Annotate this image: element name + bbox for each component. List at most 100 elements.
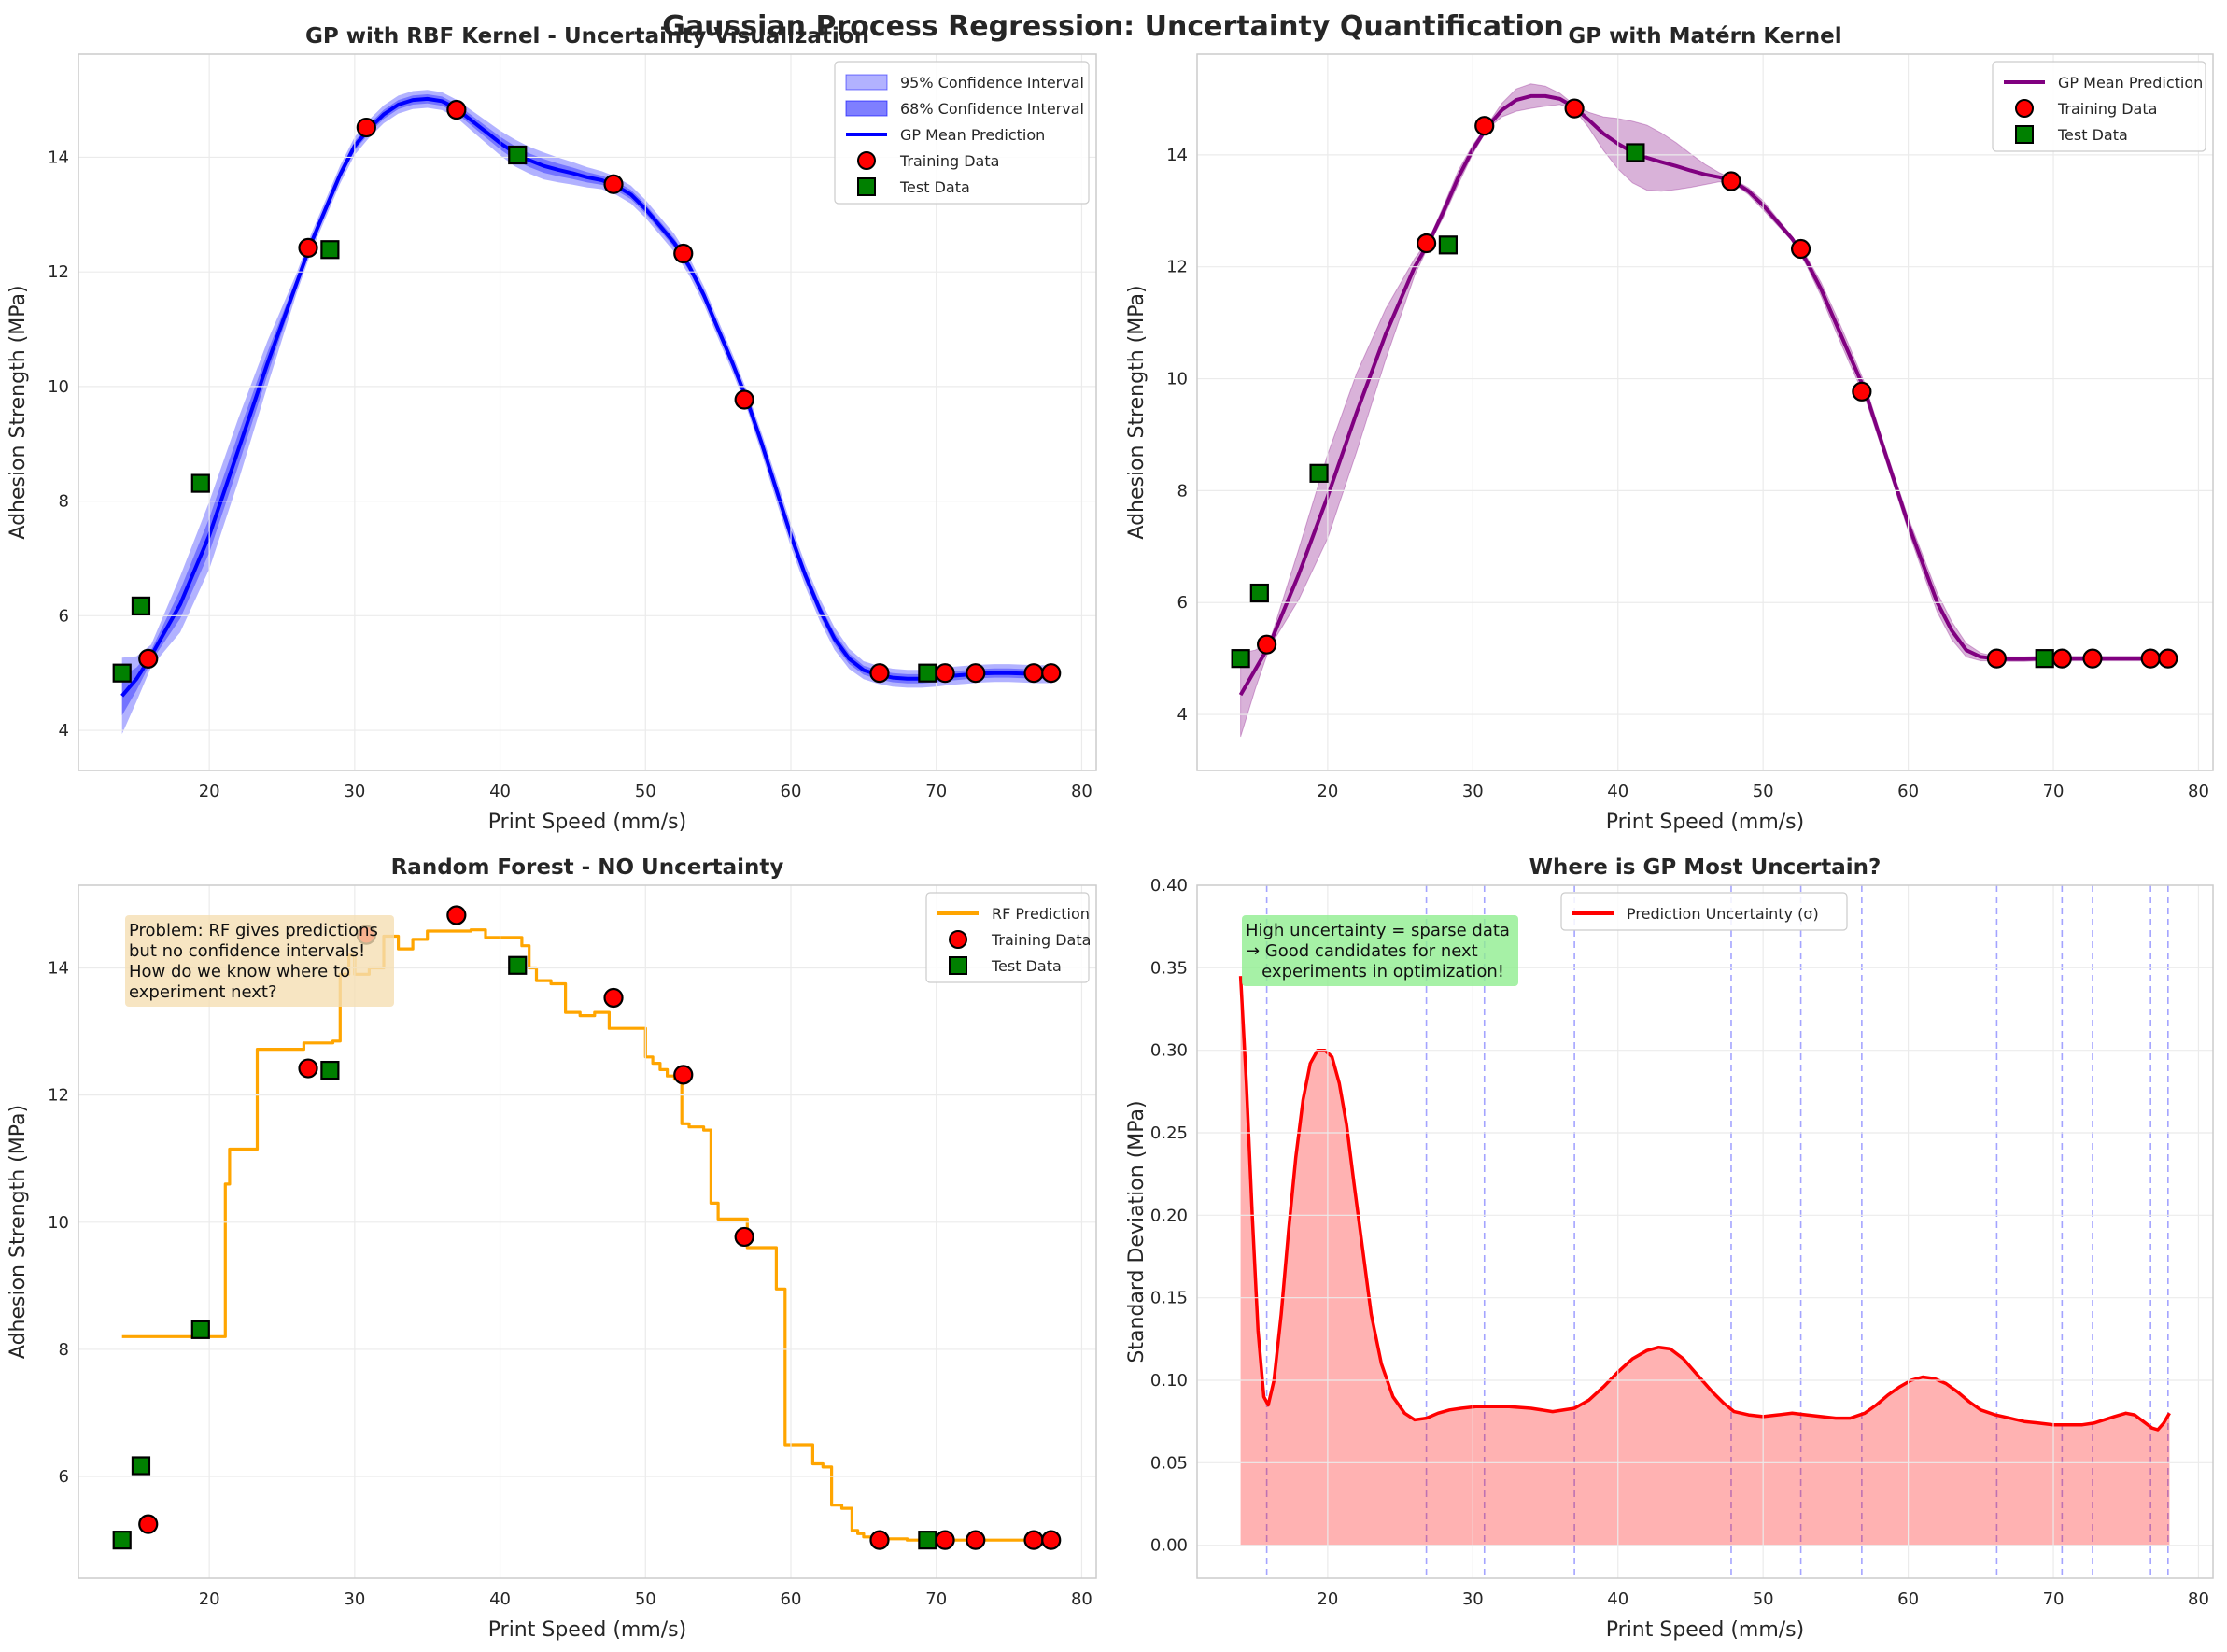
training-point xyxy=(1474,116,1495,136)
ci-95-band xyxy=(121,90,1053,735)
legend-label: Prediction Uncertainty (σ) xyxy=(1627,905,1819,923)
legend-label: Test Data xyxy=(899,178,970,196)
test-point xyxy=(508,955,528,975)
legend: Prediction Uncertainty (σ) xyxy=(1560,892,1848,931)
annotation-line: → Good candidates for next xyxy=(1246,941,1478,961)
y-tick-label: 14 xyxy=(48,958,69,978)
training-point xyxy=(673,243,694,264)
y-tick-label: 10 xyxy=(48,377,69,397)
y-tick-label: 0.25 xyxy=(1150,1123,1188,1143)
series-line xyxy=(1238,93,2170,697)
x-tick-label: 40 xyxy=(489,1589,511,1609)
subplot-title: Random Forest - NO Uncertainty xyxy=(391,855,784,880)
training-point xyxy=(446,99,467,120)
legend-handle-training xyxy=(949,930,967,949)
y-tick-label: 0.10 xyxy=(1150,1371,1188,1391)
annotation-line: Problem: RF gives predictions xyxy=(129,921,378,940)
training-point xyxy=(1041,1530,1062,1550)
y-tick-label: 12 xyxy=(1166,258,1188,277)
y-tick-label: 4 xyxy=(59,721,69,741)
test-point xyxy=(1309,463,1329,483)
y-tick-label: 10 xyxy=(48,1213,69,1233)
legend-frame xyxy=(1560,892,1848,931)
y-tick-label: 0.20 xyxy=(1150,1206,1188,1225)
training-point xyxy=(603,987,624,1009)
x-tick-label: 50 xyxy=(635,782,656,801)
test-point xyxy=(918,663,937,683)
x-tick-label: 30 xyxy=(1462,782,1484,801)
axes-frame xyxy=(78,53,1097,771)
test-point xyxy=(1231,649,1250,669)
test-point xyxy=(918,1531,937,1550)
subplot-grid: 20 30 40 50 60 70 80 4 6 8 10 12 14 GP with RBF Kerne… xyxy=(7,24,2214,1642)
training-point xyxy=(2082,648,2103,669)
annotation-line: How do we know where to xyxy=(129,962,350,981)
x-tick-label: 60 xyxy=(781,1589,802,1609)
legend-label: Test Data xyxy=(991,957,1062,975)
training-point xyxy=(734,1226,754,1248)
legend: RF Prediction Training Data Test Data xyxy=(925,892,1091,983)
test-point xyxy=(320,240,340,260)
x-tick-label: 20 xyxy=(199,782,220,801)
x-axis-label: Print Speed (mm/s) xyxy=(488,1618,686,1642)
test-point xyxy=(508,145,528,165)
y-tick-label: 0.35 xyxy=(1150,958,1188,978)
y-axis-label: Adhesion Strength (MPa) xyxy=(7,1105,30,1359)
x-tick-label: 40 xyxy=(1607,1589,1628,1609)
subplot-3: 20 30 40 50 60 70 80 6 8 10 12 14 Random Forest - NO… xyxy=(7,855,1097,1642)
training-point xyxy=(2051,648,2072,669)
x-tick-label: 60 xyxy=(1897,1589,1919,1609)
training-point xyxy=(446,905,467,925)
legend-label: Training Data xyxy=(991,931,1091,949)
training-point xyxy=(298,1058,318,1079)
training-point xyxy=(1041,663,1062,684)
legend-label: Training Data xyxy=(899,152,999,170)
x-tick-label: 80 xyxy=(2188,1589,2209,1609)
training-point xyxy=(138,1514,159,1534)
annotation-line: experiment next? xyxy=(129,982,277,1002)
training-point xyxy=(1852,381,1872,402)
training-point xyxy=(935,1530,955,1550)
legend-label: GP Mean Prediction xyxy=(900,126,1045,144)
legend-handle-training xyxy=(857,151,876,170)
training-point xyxy=(869,663,890,684)
y-tick-label: 14 xyxy=(48,148,69,167)
training-point xyxy=(298,237,318,258)
training-point xyxy=(1721,171,1741,191)
legend-handle-test xyxy=(949,956,967,975)
axes-frame xyxy=(1196,53,2214,771)
training-point xyxy=(1416,233,1437,254)
legend-label: GP Mean Prediction xyxy=(2058,74,2203,92)
x-axis-label: Print Speed (mm/s) xyxy=(1606,1618,1804,1642)
legend-frame xyxy=(1992,61,2206,152)
x-tick-label: 80 xyxy=(2188,782,2209,801)
training-point xyxy=(356,117,376,138)
test-point xyxy=(112,663,132,683)
y-tick-label: 8 xyxy=(59,1340,69,1360)
y-tick-label: 10 xyxy=(1166,370,1188,389)
subplot-title: GP with RBF Kernel - Uncertainty Visuali… xyxy=(305,24,869,49)
figure-suptitle: Gaussian Process Regression: Uncertainty… xyxy=(662,10,1564,43)
legend-label: Test Data xyxy=(2057,126,2128,144)
training-point xyxy=(603,174,624,194)
training-point xyxy=(1257,634,1277,655)
x-tick-label: 60 xyxy=(1897,782,1919,801)
x-tick-label: 20 xyxy=(1317,1589,1338,1609)
test-point xyxy=(190,473,210,493)
x-axis-label: Print Speed (mm/s) xyxy=(1606,811,1804,834)
test-point xyxy=(131,596,151,615)
y-tick-label: 0.05 xyxy=(1150,1453,1188,1473)
x-tick-label: 70 xyxy=(925,1589,947,1609)
x-tick-label: 50 xyxy=(635,1589,656,1609)
x-tick-label: 50 xyxy=(1753,782,1774,801)
legend-handle-training xyxy=(2015,99,2034,118)
y-tick-label: 8 xyxy=(1177,481,1188,501)
test-point xyxy=(1438,235,1458,255)
x-tick-label: 50 xyxy=(1753,1589,1774,1609)
training-point xyxy=(869,1530,890,1550)
y-tick-label: 12 xyxy=(48,1086,69,1106)
y-axis-label: Standard Deviation (MPa) xyxy=(1125,1100,1149,1363)
plot-area xyxy=(120,90,1053,735)
x-tick-label: 30 xyxy=(344,782,365,801)
